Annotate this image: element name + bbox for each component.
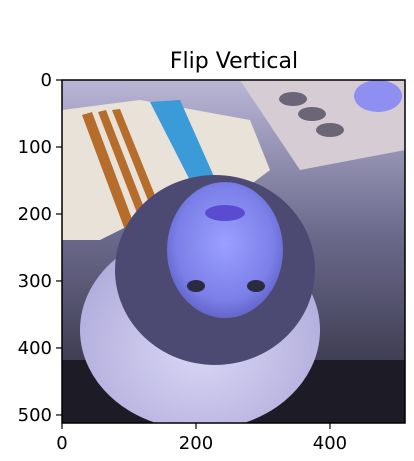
- dial-3: [316, 123, 344, 137]
- y-tick-label: 100: [18, 137, 52, 158]
- shirt-blue-stripe: [150, 100, 220, 200]
- mouth-shape: [205, 205, 245, 221]
- x-tick-label: 400: [313, 433, 347, 454]
- dial-1: [279, 92, 307, 106]
- dial-2: [298, 107, 326, 121]
- x-axis-ticks: 0 200 400: [56, 423, 347, 454]
- axes-frame: [61, 79, 406, 424]
- y-tick-label: 0: [41, 70, 52, 91]
- x-tick-label: 200: [179, 433, 213, 454]
- y-tick-label: 200: [18, 204, 52, 225]
- left-eye-shape: [187, 280, 205, 292]
- chart-title: Flip Vertical: [170, 49, 298, 74]
- image-plot-area: [62, 80, 405, 423]
- shirt-orange-stripe-1: [82, 112, 138, 238]
- y-tick-label: 300: [18, 271, 52, 292]
- right-eye-shape: [247, 280, 265, 292]
- x-tick-label: 0: [56, 433, 67, 454]
- shirt-orange-stripe-3: [112, 109, 165, 223]
- y-tick-label: 400: [18, 338, 52, 359]
- face-shape: [167, 182, 283, 318]
- y-tick-label: 500: [18, 405, 52, 426]
- y-axis-ticks: 0 100 200 300 400 500: [18, 70, 62, 426]
- shirt-orange-stripe-2: [98, 110, 152, 231]
- round-object: [354, 80, 402, 112]
